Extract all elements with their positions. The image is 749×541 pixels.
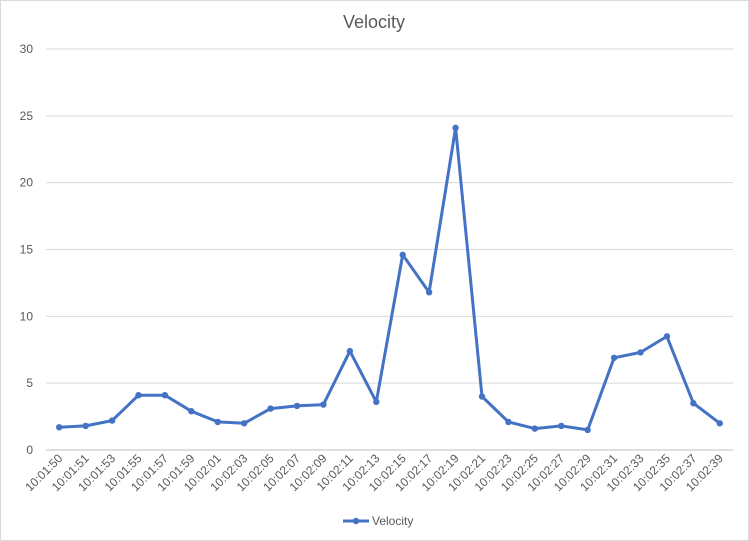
y-axis-ticks: 0 5 10 15 20 25 30 <box>20 42 34 457</box>
data-point <box>399 251 406 259</box>
y-tick-label: 5 <box>26 376 33 390</box>
data-point <box>373 398 380 406</box>
series-layer <box>56 124 723 434</box>
data-point <box>663 333 671 340</box>
chart-title: Velocity <box>343 12 405 32</box>
y-tick-label: 30 <box>20 42 34 56</box>
y-tick-label: 10 <box>20 309 34 323</box>
x-axis-ticks: 10:01:5010:01:5110:01:5310:01:5510:01:57… <box>22 451 726 494</box>
y-tick-label: 15 <box>20 243 34 257</box>
data-point <box>637 349 644 356</box>
data-point <box>584 426 591 434</box>
gridlines <box>46 48 733 451</box>
data-point <box>425 289 433 296</box>
data-point <box>267 405 274 412</box>
legend-swatch-marker <box>352 517 360 525</box>
data-point <box>452 124 459 132</box>
data-point <box>293 402 301 410</box>
data-point <box>214 418 221 426</box>
data-point <box>108 417 116 424</box>
data-point <box>56 424 63 431</box>
data-point <box>558 422 565 430</box>
data-point <box>320 401 327 408</box>
data-point <box>531 425 539 432</box>
data-point <box>240 420 248 427</box>
legend: Velocity <box>343 514 413 528</box>
data-point <box>161 391 169 399</box>
data-point <box>188 408 195 415</box>
data-point <box>610 354 618 361</box>
y-tick-label: 25 <box>20 109 34 123</box>
data-point <box>505 418 512 426</box>
data-point <box>135 391 142 399</box>
data-point <box>82 422 89 430</box>
data-point <box>716 420 723 427</box>
data-point <box>690 400 697 407</box>
data-point <box>478 393 486 400</box>
y-tick-label: 0 <box>26 443 33 457</box>
y-tick-label: 20 <box>20 176 34 190</box>
legend-label: Velocity <box>372 514 413 528</box>
data-point <box>346 347 354 355</box>
series-line-velocity <box>57 126 722 432</box>
